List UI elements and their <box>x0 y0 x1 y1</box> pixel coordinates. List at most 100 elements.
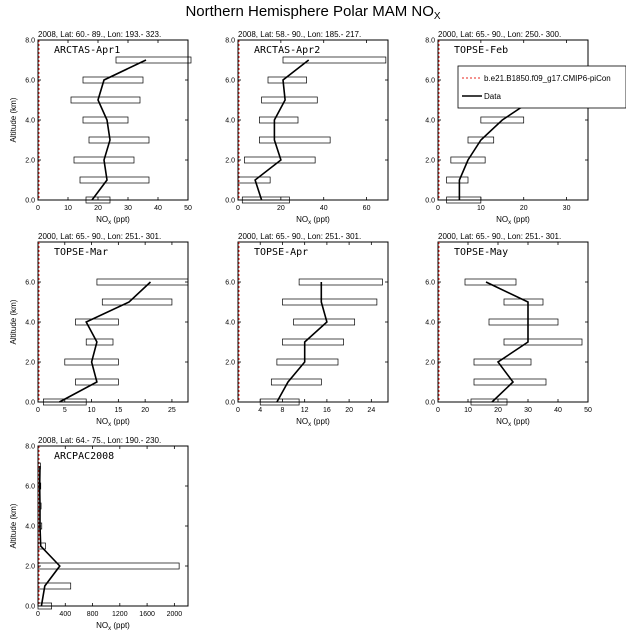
x-axis-label-unit: (ppt) <box>111 621 130 630</box>
range-box <box>470 398 508 406</box>
y-axis-label: Altitude (km) <box>9 503 18 548</box>
x-tick-label: 0 <box>36 205 40 212</box>
x-tick-label: 8 <box>280 407 284 414</box>
y-tick-label: 2.0 <box>25 158 35 165</box>
x-axis-label: NOx (ppt) <box>296 417 330 428</box>
x-tick-label: 20 <box>345 407 353 414</box>
x-axis-label-sub: x <box>108 626 111 632</box>
plot-frame <box>437 241 589 403</box>
panel-header: 2000, Lat: 65.- 90., Lon: 251.- 301. <box>438 232 561 241</box>
range-box <box>96 278 189 286</box>
range-box <box>241 196 290 204</box>
y-axis-label: Altitude (km) <box>9 97 18 142</box>
y-tick-label: 2.0 <box>25 564 35 571</box>
range-box <box>237 176 271 184</box>
campaign-label: ARCPAC2008 <box>54 451 114 462</box>
y-tick-label: 6.0 <box>225 280 235 287</box>
range-box <box>298 278 383 286</box>
campaign-label: TOPSE-May <box>454 247 508 258</box>
x-tick-label: 16 <box>323 407 331 414</box>
data-profile-line <box>91 59 147 201</box>
x-tick-label: 20 <box>94 205 102 212</box>
range-box <box>70 96 141 104</box>
x-axis-label-main: NO <box>96 417 108 426</box>
x-tick-label: 0 <box>36 407 40 414</box>
x-axis-label: NOx (ppt) <box>96 417 130 428</box>
y-tick-label: 2.0 <box>425 158 435 165</box>
y-tick-label: 4.0 <box>425 320 435 327</box>
x-tick-label: 50 <box>184 205 192 212</box>
y-tick-label: 0.0 <box>25 604 35 611</box>
x-tick-label: 30 <box>524 407 532 414</box>
x-axis-label-sub: x <box>508 422 511 428</box>
panel-4: 2000, Lat: 65.- 90., Lon: 251.- 301. TOPS… <box>9 232 189 428</box>
x-axis-label: NOx (ppt) <box>296 215 330 226</box>
x-axis-label-unit: (ppt) <box>511 417 530 426</box>
data-profile-line <box>485 281 529 403</box>
y-tick-label: 2.0 <box>225 158 235 165</box>
x-tick-label: 10 <box>64 205 72 212</box>
range-box <box>467 136 495 144</box>
x-axis-label-main: NO <box>96 215 108 224</box>
legend-data-label: Data <box>484 92 501 101</box>
y-tick-label: 0.0 <box>25 198 35 205</box>
legend-model-label: b.e21.B1850.f09_g17.CMIP6-piCon <box>484 74 611 83</box>
x-tick-label: 40 <box>320 205 328 212</box>
range-box <box>488 318 559 326</box>
figure-title: Northern Hemisphere Polar MAM NOX <box>185 3 440 22</box>
x-axis-label-sub: x <box>308 422 311 428</box>
data-profile-line <box>59 281 152 403</box>
x-tick-label: 12 <box>301 407 309 414</box>
x-axis-label-unit: (ppt) <box>311 215 330 224</box>
x-tick-label: 50 <box>584 407 592 414</box>
y-tick-label: 8.0 <box>25 444 35 451</box>
x-axis-label-sub: x <box>108 220 111 226</box>
panel-3: 2000, Lat: 65.- 90., Lon: 250.- 300. TOPS… <box>425 30 589 226</box>
x-tick-label: 1600 <box>139 611 155 618</box>
y-tick-label: 2.0 <box>425 360 435 367</box>
x-axis-label-main: NO <box>496 417 508 426</box>
y-tick-label: 4.0 <box>425 118 435 125</box>
range-box <box>85 338 114 346</box>
range-box <box>480 116 525 124</box>
range-box <box>282 56 387 64</box>
x-tick-label: 800 <box>87 611 99 618</box>
y-tick-label: 2.0 <box>225 360 235 367</box>
range-box <box>261 96 318 104</box>
range-box <box>37 542 46 550</box>
panels-group: 2008, Lat: 60.- 89., Lon: 193.- 323. ARCT… <box>9 30 592 632</box>
range-box <box>267 76 307 84</box>
y-tick-label: 8.0 <box>25 38 35 45</box>
legend-box <box>457 65 626 109</box>
y-axis-label: Altitude (km) <box>9 299 18 344</box>
panel-header: 2000, Lat: 65.- 90., Lon: 251.- 301. <box>238 232 361 241</box>
x-tick-label: 40 <box>154 205 162 212</box>
x-axis-label-unit: (ppt) <box>111 417 130 426</box>
x-axis-label-unit: (ppt) <box>511 215 530 224</box>
x-tick-label: 0 <box>436 205 440 212</box>
range-box <box>276 358 339 366</box>
x-axis-label: NOx (ppt) <box>96 621 130 632</box>
range-box <box>88 136 150 144</box>
x-tick-label: 20 <box>141 407 149 414</box>
range-box <box>282 298 378 306</box>
range-box <box>37 602 52 610</box>
panel-header: 2008, Lat: 58.- 90., Lon: 185.- 217. <box>238 30 361 39</box>
x-tick-label: 40 <box>554 407 562 414</box>
panel-2: 2008, Lat: 58.- 90., Lon: 185.- 217. ARCT… <box>225 30 389 226</box>
x-tick-label: 0 <box>36 611 40 618</box>
x-tick-label: 400 <box>59 611 71 618</box>
campaign-label: TOPSE-Mar <box>54 247 108 258</box>
y-tick-label: 0.0 <box>225 400 235 407</box>
plot-frame <box>37 445 189 607</box>
panel-6: 2000, Lat: 65.- 90., Lon: 251.- 301. TOPS… <box>425 232 592 428</box>
y-tick-label: 4.0 <box>25 320 35 327</box>
panel-header: 2000, Lat: 65.- 90., Lon: 250.- 300. <box>438 30 561 39</box>
range-box <box>450 156 486 164</box>
panel-1: 2008, Lat: 60.- 89., Lon: 193.- 323. ARCT… <box>9 30 192 226</box>
panel-5: 2000, Lat: 65.- 90., Lon: 251.- 301. TOPS… <box>225 232 389 428</box>
x-tick-label: 5 <box>63 407 67 414</box>
x-tick-label: 24 <box>367 407 375 414</box>
y-tick-label: 6.0 <box>225 78 235 85</box>
range-box <box>37 582 72 590</box>
